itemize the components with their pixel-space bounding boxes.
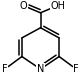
Text: OH: OH: [50, 1, 65, 10]
Text: N: N: [37, 64, 44, 74]
Text: F: F: [2, 64, 8, 74]
Text: O: O: [19, 1, 27, 10]
Text: F: F: [73, 64, 79, 74]
